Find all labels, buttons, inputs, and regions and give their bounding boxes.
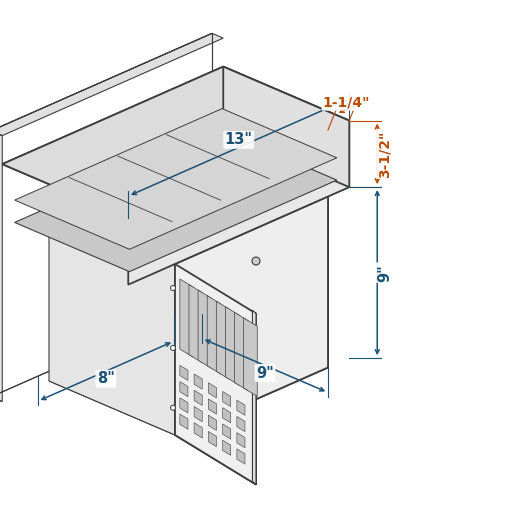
- Polygon shape: [15, 131, 337, 271]
- Polygon shape: [207, 295, 221, 374]
- Polygon shape: [0, 131, 2, 402]
- Polygon shape: [223, 407, 231, 423]
- Polygon shape: [175, 264, 256, 484]
- Polygon shape: [237, 449, 245, 464]
- Text: 9": 9": [256, 366, 274, 381]
- Polygon shape: [180, 414, 188, 429]
- Polygon shape: [128, 121, 349, 285]
- Polygon shape: [223, 440, 231, 456]
- Polygon shape: [189, 285, 203, 363]
- Polygon shape: [225, 307, 239, 385]
- Polygon shape: [223, 391, 231, 407]
- Polygon shape: [234, 312, 248, 391]
- Polygon shape: [175, 197, 328, 435]
- Polygon shape: [237, 416, 245, 431]
- Polygon shape: [49, 142, 328, 264]
- Polygon shape: [198, 290, 211, 369]
- Text: 13": 13": [225, 132, 253, 147]
- Polygon shape: [180, 382, 188, 397]
- Circle shape: [252, 257, 260, 265]
- Polygon shape: [180, 279, 194, 357]
- Polygon shape: [202, 142, 328, 368]
- Polygon shape: [223, 424, 231, 439]
- Text: 1-1/4": 1-1/4": [323, 95, 370, 109]
- Text: 9": 9": [377, 264, 392, 281]
- Polygon shape: [15, 109, 337, 249]
- Polygon shape: [208, 399, 217, 414]
- Polygon shape: [194, 390, 202, 405]
- Polygon shape: [49, 210, 175, 435]
- Text: 3-1/2": 3-1/2": [377, 130, 391, 178]
- Polygon shape: [244, 318, 257, 396]
- Polygon shape: [208, 431, 217, 447]
- Polygon shape: [180, 398, 188, 413]
- Polygon shape: [180, 365, 188, 381]
- Polygon shape: [216, 301, 230, 380]
- Polygon shape: [194, 406, 202, 422]
- Circle shape: [170, 345, 176, 350]
- Circle shape: [170, 286, 176, 291]
- Polygon shape: [194, 374, 202, 389]
- Circle shape: [170, 405, 176, 410]
- Polygon shape: [208, 383, 217, 398]
- Polygon shape: [237, 433, 245, 448]
- Polygon shape: [237, 400, 245, 415]
- Polygon shape: [208, 415, 217, 430]
- Polygon shape: [194, 423, 202, 438]
- Polygon shape: [252, 310, 256, 484]
- Polygon shape: [223, 66, 349, 187]
- Polygon shape: [2, 66, 349, 218]
- Polygon shape: [0, 33, 223, 135]
- Text: 8": 8": [97, 371, 115, 386]
